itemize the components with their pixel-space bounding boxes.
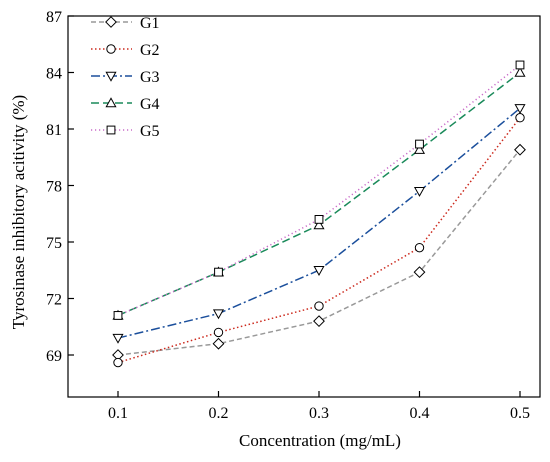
x-tick-label: 0.2 — [209, 405, 229, 422]
series-line-g4 — [117, 71, 521, 317]
chart-axes: 0.1 0.2 0.3 0.4 0.5 69 72 75 78 81 84 87 — [46, 9, 541, 422]
legend-marker — [106, 125, 116, 135]
y-tick-label: 69 — [46, 348, 62, 365]
y-tick-label: 75 — [46, 235, 62, 252]
x-tick-label: 0.3 — [309, 405, 329, 422]
data-point-g3 — [112, 333, 124, 344]
data-point-g3 — [212, 309, 225, 320]
y-axis-title: Tyrosinase inhibitory acitivity (%) — [9, 95, 28, 329]
legend-item-g3: G3 — [91, 69, 160, 86]
series-g2 — [113, 113, 525, 368]
x-tick-label: 0.4 — [410, 405, 430, 422]
legend-item-g2: G2 — [91, 42, 160, 59]
legend-label: G1 — [140, 15, 160, 32]
legend-marker — [105, 71, 117, 82]
data-point-g4 — [514, 66, 526, 77]
legend-item-g1: G1 — [91, 15, 160, 32]
legend-label: G3 — [140, 69, 160, 86]
series-line-g5 — [117, 64, 521, 317]
data-point-g2 — [515, 113, 525, 123]
series-g4 — [112, 66, 526, 320]
plot-frame — [67, 15, 541, 398]
legend-label: G5 — [140, 123, 160, 140]
x-axis-title: Concentration (mg/mL) — [239, 431, 401, 450]
chart-legend: G1 G2 G3 G4 G5 — [91, 15, 160, 140]
legend-label: G4 — [140, 96, 160, 113]
legend-marker — [105, 97, 117, 108]
x-tick-label: 0.5 — [510, 405, 530, 422]
data-point-g2 — [213, 327, 224, 338]
data-point-g5 — [515, 60, 525, 70]
chart-series — [112, 60, 526, 368]
series-g1 — [112, 143, 526, 361]
legend-item-g5: G5 — [91, 123, 160, 140]
data-point-g2 — [113, 357, 123, 368]
data-point-g5 — [314, 215, 324, 224]
data-point-g3 — [313, 266, 325, 276]
x-tick-label: 0.1 — [108, 405, 128, 422]
data-point-g1 — [413, 266, 426, 279]
series-g3 — [112, 104, 526, 344]
y-tick-label: 87 — [46, 9, 62, 26]
data-point-g2 — [414, 242, 425, 253]
data-point-g3 — [514, 104, 526, 115]
data-point-g4 — [313, 219, 325, 230]
data-point-g5 — [415, 139, 424, 149]
y-tick-label: 81 — [46, 122, 62, 139]
data-point-g1 — [212, 337, 225, 350]
data-point-g4 — [413, 143, 426, 154]
legend-item-g4: G4 — [91, 96, 160, 113]
y-tick-label: 72 — [46, 292, 62, 309]
data-point-g1 — [514, 143, 526, 156]
y-tick-label: 84 — [46, 66, 62, 83]
data-point-g1 — [313, 315, 325, 328]
data-point-g3 — [413, 186, 426, 197]
legend-marker — [106, 44, 116, 54]
series-g5 — [113, 60, 525, 320]
legend-marker — [105, 16, 117, 28]
data-point-g5 — [113, 311, 123, 320]
data-point-g2 — [314, 301, 324, 311]
y-tick-label: 78 — [46, 179, 62, 196]
legend-label: G2 — [140, 42, 160, 59]
data-point-g5 — [214, 267, 223, 277]
